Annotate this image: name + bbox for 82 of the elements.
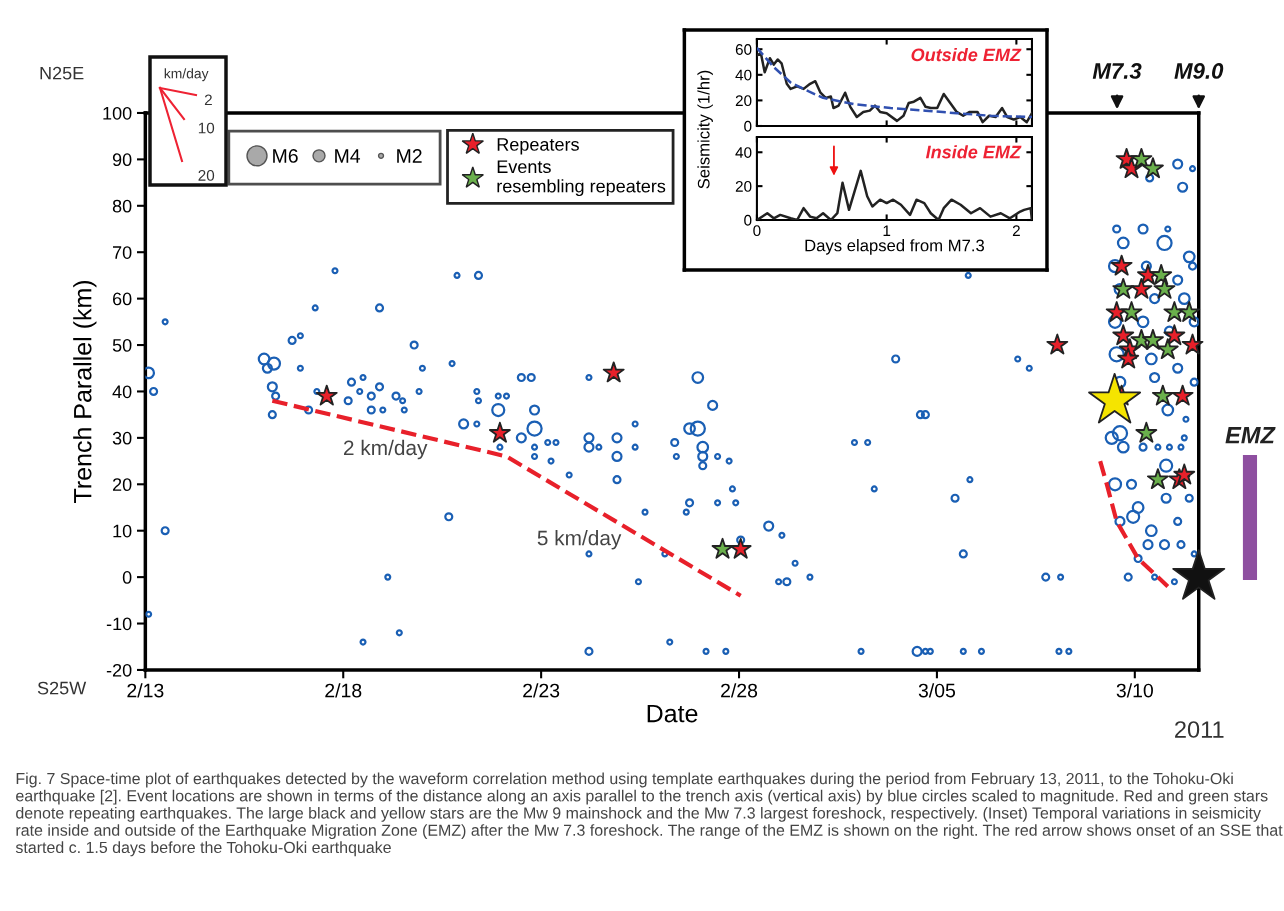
- point: [1146, 468, 1169, 490]
- x-tick-label: 2/18: [325, 683, 362, 698]
- point: [488, 421, 511, 443]
- legend-label: M2: [397, 149, 422, 163]
- point: [1135, 421, 1158, 443]
- point: [1181, 333, 1204, 355]
- point: [1142, 157, 1164, 179]
- text: M7.3: [1092, 63, 1142, 79]
- text: EMZ: [1225, 427, 1276, 444]
- y-tick-label: 100: [103, 106, 132, 120]
- y-tick-label: 80: [112, 199, 132, 213]
- x-tick-label: 2/28: [721, 683, 758, 698]
- point: [729, 537, 752, 559]
- x-tick-label: 3/05: [918, 683, 956, 698]
- y-tick-label: 60: [735, 44, 752, 55]
- y-tick-label: 0: [122, 571, 132, 584]
- y-tick-label: 30: [112, 431, 132, 445]
- y-axis-title: Trench Parallel (km): [73, 280, 97, 503]
- legend-label: Events resembling repeaters: [497, 160, 666, 197]
- y-tick-label: 40: [735, 147, 752, 158]
- point: [1142, 328, 1164, 350]
- point: [1112, 324, 1135, 346]
- annotation: Outside EMZ: [911, 47, 1022, 62]
- legend-label: M4: [335, 149, 361, 163]
- point: [1130, 277, 1153, 299]
- caption: Fig. 7 Space-time plot of earthquakes detected by the waveform correlation method using template earthquakes during the period from February 13, 2011, to the Tohoku-Oki earthquake [2]. Event locations are shown in terms of the distance along an axis parallel to the trench axis (vertical axis) by blue circles scaled to magnitude. Red and green stars denote repeating earthquakes. The large black and yellow stars are the Mw 9 mainshock and the Mw 7.3 largest foreshock, respectively. (Inset) Temporal variations in seismicity rate inside and outside of the Earthquake Migration Zone (EMZ) after the Mw 7.3 foreshock. The range of the EMZ is shown on the right. The red arrow shows onset of an SSE that started c. 1.5 days before the Tohoku-Oki earthquake: [15, 772, 1283, 857]
- x-tick-label: 1: [883, 225, 891, 236]
- point: [1120, 301, 1143, 322]
- point: [711, 537, 734, 559]
- point: [1112, 277, 1135, 299]
- y-tick-label: 70: [113, 246, 132, 259]
- point: [1151, 384, 1174, 406]
- x-axis-title: Days elapsed from M7.3: [805, 239, 985, 255]
- annotation: 10: [198, 122, 215, 134]
- y-tick-label: 90: [112, 153, 132, 167]
- annotation: Inside EMZ: [925, 145, 1022, 159]
- point: [1046, 333, 1069, 355]
- point: [315, 384, 338, 406]
- point: [1163, 324, 1186, 346]
- text: N25E: [40, 66, 84, 80]
- y-tick-label: 20: [735, 181, 752, 192]
- annotation: 2 km/day: [343, 439, 428, 460]
- y-tick-label: 60: [112, 292, 132, 306]
- y-tick-label: -10: [106, 617, 132, 631]
- y-tick-label: 20: [735, 95, 752, 107]
- y-tick-label: 0: [744, 120, 752, 132]
- x-axis-title: Date: [647, 704, 698, 723]
- x-tick-label: 2/23: [523, 683, 560, 698]
- y-tick-label: 10: [113, 524, 132, 538]
- text: 2011: [1175, 721, 1224, 738]
- text: 2: [204, 94, 212, 106]
- y-axis-title: Seismicity (1/hr): [697, 70, 713, 189]
- point: [1178, 301, 1201, 322]
- legend-label: M6: [273, 149, 298, 163]
- y-tick-label: -20: [106, 663, 132, 677]
- point: [1120, 157, 1143, 179]
- point: [1130, 147, 1153, 169]
- y-tick-label: 40: [112, 385, 132, 399]
- y-tick-label: 50: [112, 338, 132, 352]
- y-tick-label: 20: [112, 478, 132, 492]
- text: M9.0: [1174, 63, 1224, 79]
- annotation: 20: [198, 170, 215, 181]
- legend-label: Repeaters: [497, 138, 579, 155]
- x-tick-label: 3/10: [1116, 683, 1153, 698]
- x-tick-label: 2/13: [127, 683, 164, 698]
- line-series: [1098, 458, 1170, 589]
- point: [1117, 347, 1140, 369]
- point: [1153, 277, 1176, 299]
- point: [602, 361, 625, 383]
- point: [1088, 372, 1142, 424]
- point: [1171, 384, 1194, 406]
- point: [1156, 338, 1179, 360]
- y-tick-label: 40: [735, 69, 752, 81]
- annotation: 5 km/day: [537, 530, 622, 550]
- point: [1172, 549, 1226, 600]
- point: [1110, 254, 1133, 276]
- x-tick-label: 2: [1012, 225, 1020, 236]
- text: S25W: [37, 681, 87, 695]
- y-tick-label: 0: [744, 214, 752, 226]
- x-tick-label: 0: [753, 225, 761, 237]
- point: [1173, 463, 1196, 485]
- text: km/day: [164, 68, 209, 82]
